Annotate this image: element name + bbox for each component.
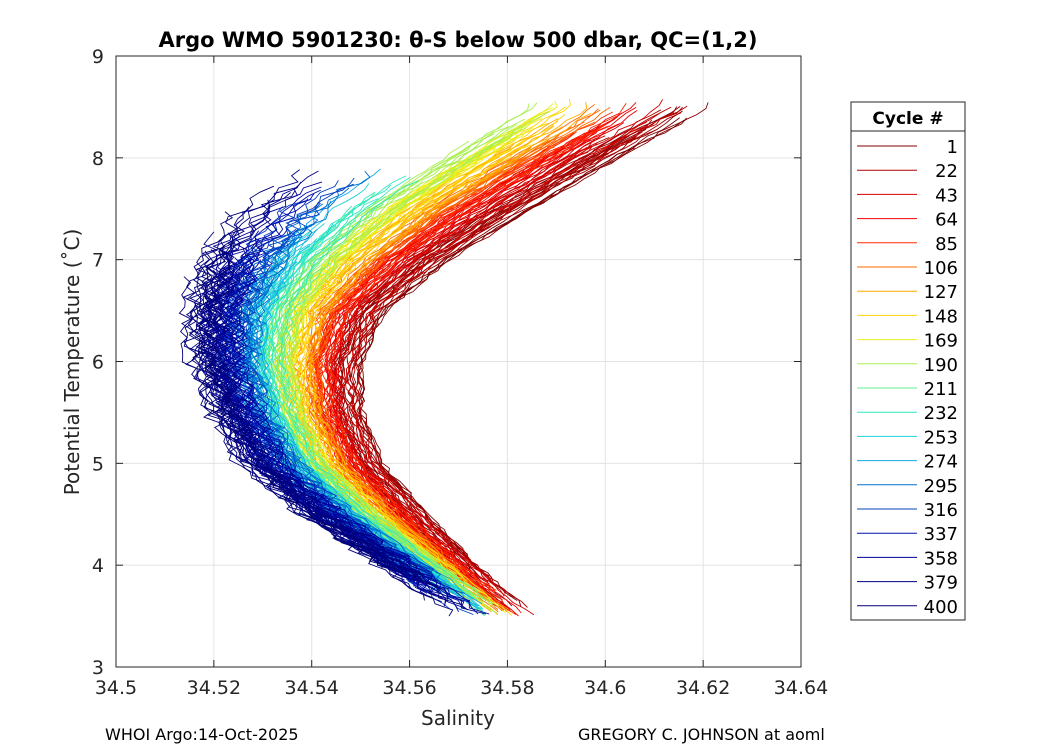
profile-line bbox=[351, 117, 680, 571]
legend-label: 169 bbox=[924, 331, 958, 352]
legend-label: 295 bbox=[924, 476, 958, 497]
profile-line bbox=[340, 106, 672, 585]
y-tick-label: 6 bbox=[92, 352, 104, 374]
profile-line bbox=[358, 119, 686, 567]
profile-line bbox=[337, 99, 663, 571]
legend-label: 211 bbox=[924, 379, 958, 400]
profile-line bbox=[310, 148, 530, 571]
footer-left: WHOI Argo:14-Oct-2025 bbox=[105, 725, 299, 744]
profile-line bbox=[244, 237, 451, 587]
profile-line bbox=[227, 259, 490, 615]
profile-line bbox=[358, 102, 709, 580]
profile-line bbox=[178, 276, 425, 601]
y-tick-label: 5 bbox=[92, 453, 104, 475]
profile-line bbox=[197, 206, 469, 611]
profile-line bbox=[356, 147, 635, 607]
y-tick-label: 7 bbox=[92, 250, 104, 272]
y-tick-label: 8 bbox=[92, 148, 104, 170]
profile-line bbox=[355, 112, 682, 608]
profile-line bbox=[282, 267, 468, 586]
profile-line bbox=[324, 112, 622, 597]
legend-label: 22 bbox=[935, 161, 958, 182]
profile-line bbox=[332, 123, 620, 614]
y-axis-label: Potential Temperature (˚C) bbox=[60, 229, 84, 496]
profile-line bbox=[344, 113, 660, 597]
legend-label: 85 bbox=[935, 234, 958, 255]
chart-title: Argo WMO 5901230: θ-S below 500 dbar, QC… bbox=[159, 28, 758, 52]
legend: Cycle # 1 22 43 64 85 106 127 148 169 190 211 232 25… bbox=[850, 101, 966, 621]
y-tick-label: 9 bbox=[92, 46, 104, 68]
profile-line bbox=[300, 140, 527, 594]
profile-line bbox=[197, 270, 409, 577]
profile-line bbox=[274, 219, 441, 575]
profile-line bbox=[329, 125, 609, 591]
profile-line bbox=[310, 137, 557, 615]
legend-label: 1 bbox=[947, 137, 958, 158]
profile-line bbox=[294, 129, 527, 614]
legend-label: 253 bbox=[924, 427, 958, 448]
profile-lines bbox=[178, 98, 709, 617]
legend-label: 127 bbox=[924, 282, 958, 303]
profile-line bbox=[309, 126, 563, 568]
x-tick-label: 34.52 bbox=[187, 677, 241, 699]
legend-entries: 1 22 43 64 85 106 127 148 169 190 211 232 253 274 295 3… bbox=[857, 137, 958, 618]
legend-label: 232 bbox=[924, 403, 958, 424]
profile-line bbox=[321, 147, 559, 601]
profile-line bbox=[316, 152, 535, 575]
profile-line bbox=[262, 278, 483, 609]
profile-line bbox=[278, 180, 447, 573]
legend-label: 106 bbox=[924, 258, 958, 279]
legend-label: 316 bbox=[924, 500, 958, 521]
profile-line bbox=[317, 121, 596, 569]
legend-label: 337 bbox=[924, 524, 958, 545]
profile-line bbox=[180, 231, 405, 581]
profile-line bbox=[209, 248, 418, 580]
profile-line bbox=[209, 277, 401, 571]
y-tick-label: 4 bbox=[92, 555, 104, 577]
legend-label: 400 bbox=[924, 597, 958, 618]
grid bbox=[116, 56, 801, 667]
x-tick-label: 34.64 bbox=[774, 677, 828, 699]
axis-ticks: 34.5 34.52 34.54 34.56 34.58 34.6 34.62 34.64 3 4… bbox=[92, 46, 828, 699]
legend-label: 64 bbox=[935, 210, 958, 231]
x-axis-label: Salinity bbox=[421, 706, 495, 730]
x-tick-label: 34.6 bbox=[584, 677, 626, 699]
legend-label: 274 bbox=[924, 452, 958, 473]
profile-line bbox=[337, 121, 647, 569]
profile-line bbox=[290, 127, 528, 605]
x-tick-label: 34.62 bbox=[676, 677, 730, 699]
profile-line bbox=[265, 184, 467, 595]
x-tick-label: 34.54 bbox=[285, 677, 339, 699]
y-tick-label: 3 bbox=[92, 657, 104, 679]
profile-line bbox=[315, 112, 620, 591]
profile-line bbox=[182, 211, 399, 573]
legend-label: 148 bbox=[924, 306, 958, 327]
x-tick-label: 34.56 bbox=[382, 677, 436, 699]
x-tick-label: 34.5 bbox=[95, 677, 137, 699]
legend-label: 379 bbox=[924, 573, 958, 594]
profile-line bbox=[351, 106, 683, 566]
legend-title: Cycle # bbox=[872, 109, 943, 129]
profile-line bbox=[351, 131, 643, 573]
legend-label: 190 bbox=[924, 355, 958, 376]
profile-line bbox=[280, 257, 485, 600]
x-tick-label: 34.58 bbox=[480, 677, 534, 699]
profile-line bbox=[336, 143, 598, 578]
legend-label: 358 bbox=[924, 548, 958, 569]
profile-line bbox=[223, 238, 439, 582]
footer-right: GREGORY C. JOHNSON at aoml bbox=[578, 725, 825, 744]
profile-line bbox=[309, 112, 592, 573]
legend-label: 43 bbox=[935, 185, 958, 206]
